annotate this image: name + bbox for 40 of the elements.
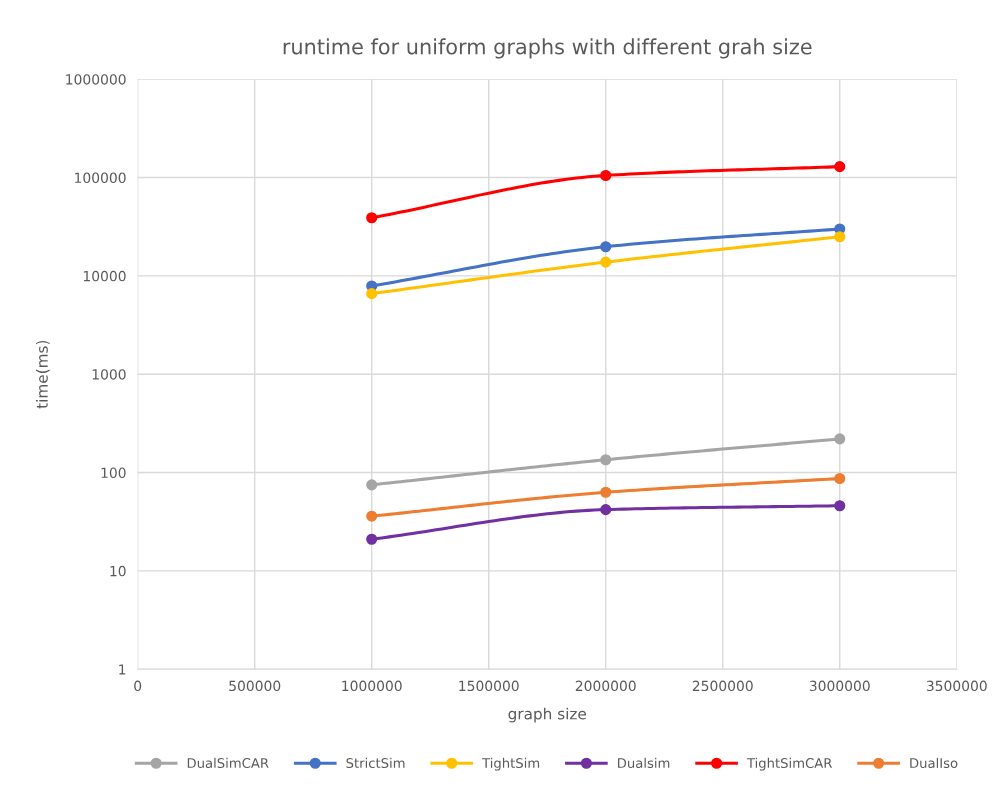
- legend-label: TightSimCAR: [746, 757, 833, 771]
- point: [366, 479, 378, 491]
- x-tick-label: 3000000: [809, 680, 870, 692]
- x-tick-label: 500000: [229, 680, 281, 692]
- y-tick-label: 10000: [83, 270, 126, 282]
- x-tick-label: 2500000: [692, 680, 753, 692]
- point: [600, 241, 612, 253]
- point: [600, 169, 612, 182]
- point: [366, 533, 378, 545]
- point: [834, 500, 846, 512]
- point: [600, 454, 612, 466]
- point: [834, 472, 846, 485]
- point: [600, 256, 612, 268]
- y-tick-label: 100000: [75, 172, 126, 184]
- legend-label: TightSim: [482, 757, 540, 771]
- x-tick-label: 1000000: [342, 680, 402, 692]
- legend-label: DualIso: [910, 757, 958, 769]
- legend-label: Dualsim: [618, 757, 670, 769]
- chart-title: runtime for uniform graphs with different grah size: [283, 38, 812, 59]
- point: [834, 433, 846, 445]
- point: [366, 288, 378, 300]
- point: [366, 212, 378, 224]
- point: [600, 504, 612, 516]
- legend-label: DualSimCAR: [187, 757, 269, 769]
- y-tick-label: 100: [101, 467, 126, 479]
- y-tick-label: 10: [110, 565, 126, 577]
- point: [834, 231, 846, 243]
- legend-label: StrictSim: [346, 757, 405, 769]
- x-tick-label: 1500000: [459, 680, 519, 692]
- x-tick-label: 0: [134, 680, 142, 692]
- point: [366, 510, 378, 522]
- point: [600, 486, 612, 498]
- x-tick-label: 3500000: [926, 680, 987, 692]
- y-tick-label: 1: [119, 664, 126, 675]
- x-tick-label: 2000000: [575, 680, 636, 692]
- x-axis-title: graph size: [508, 707, 587, 723]
- y-tick-label: 1000: [92, 369, 126, 380]
- y-axis-title: time(ms): [36, 340, 50, 409]
- point: [834, 161, 846, 173]
- y-tick-label: 1000000: [66, 74, 126, 85]
